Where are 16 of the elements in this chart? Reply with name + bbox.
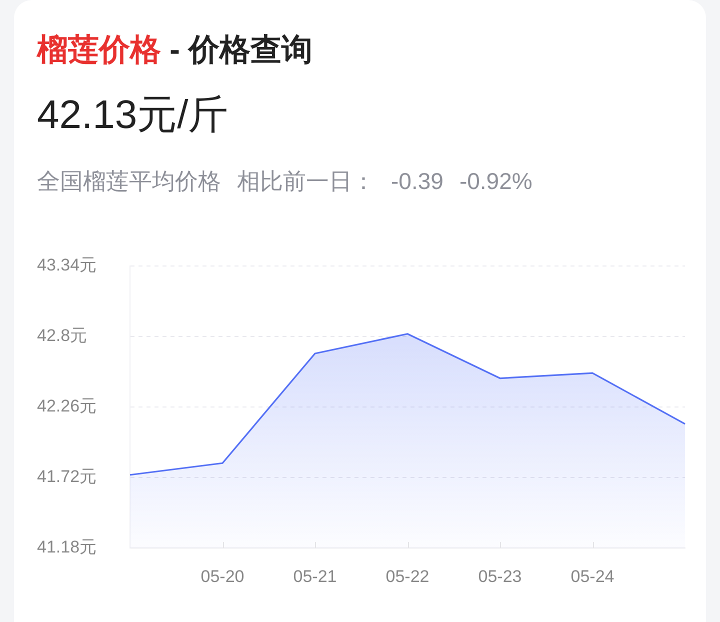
x-tick-label: 05-23 [478, 566, 522, 586]
x-tick-label: 05-21 [293, 566, 337, 586]
y-tick-label: 41.72元 [37, 467, 97, 486]
text: 全国榴莲平均价格 [37, 168, 221, 194]
chart-title: 榴莲价格 - 价格查询 [37, 32, 313, 67]
text: -0.92% [459, 168, 532, 194]
text: -0.39 [391, 168, 444, 194]
y-tick-label: 41.18元 [37, 538, 97, 557]
y-tick-label: 42.8元 [37, 326, 88, 346]
y-tick-label: 43.34元 [37, 256, 97, 275]
x-tick-label: 05-22 [386, 566, 430, 586]
chart-subtitle: 42.13元/斤 [37, 92, 228, 139]
y-tick-label: 42.26元 [37, 396, 97, 416]
x-tick-label: 05-24 [570, 566, 614, 586]
text: 相比前一日： [237, 168, 375, 194]
x-tick-label: 05-20 [200, 566, 244, 586]
